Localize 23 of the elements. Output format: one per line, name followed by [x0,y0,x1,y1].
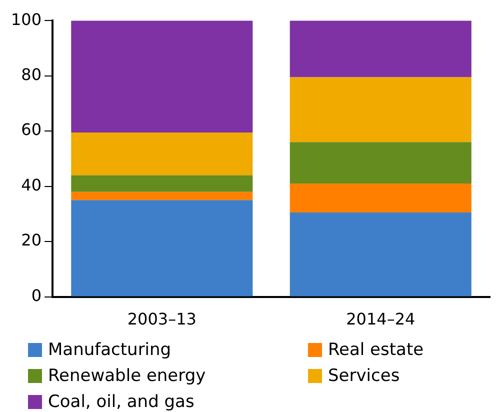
bar [290,142,472,184]
legend-label: Real estate [328,339,424,362]
y-tick-label: 100 [10,10,42,29]
y-tick-label: 20 [21,230,42,250]
y-tick-label: 80 [21,64,42,84]
bar [71,175,253,192]
bar [71,200,253,296]
legend-label: Services [328,365,400,388]
legend-label: Coal, oil, and gas [48,391,194,412]
bar [290,77,472,142]
bar [71,132,253,176]
legend-label: Manufacturing [48,339,172,362]
x-tick-label: 2003–13 [127,310,196,329]
y-tick-label: 40 [21,175,42,194]
legend-label: Renewable energy [48,365,206,388]
bar [290,20,472,78]
bar [71,20,253,132]
bar [290,184,472,213]
bar [290,212,472,296]
x-tick-label: 2014–24 [346,310,416,329]
y-tick-label: 60 [21,120,42,140]
bar [71,192,253,200]
y-tick-label: 0 [31,286,42,305]
